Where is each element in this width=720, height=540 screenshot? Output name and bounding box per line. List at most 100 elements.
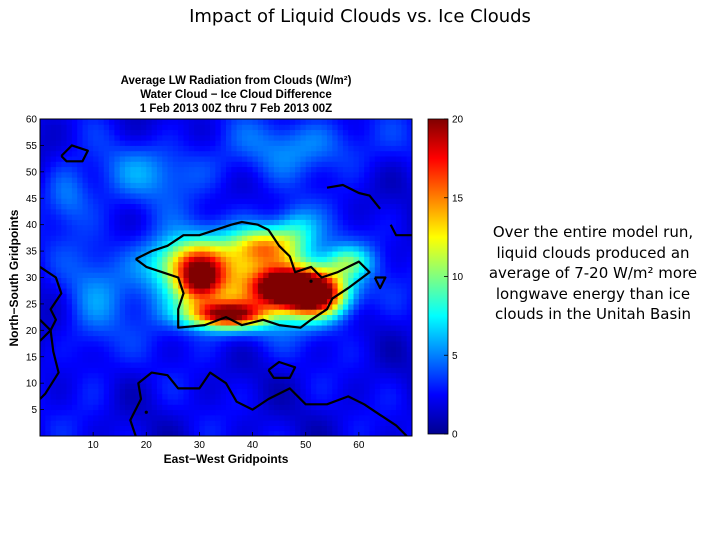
heatmap-cell [390, 425, 397, 432]
heatmap-cell [358, 330, 365, 337]
heatmap-cell [236, 277, 243, 284]
heatmap-cell [385, 325, 392, 331]
heatmap-cell [348, 150, 355, 157]
heatmap-cell [380, 187, 386, 194]
heatmap-cell [332, 351, 339, 358]
heatmap-cell [380, 362, 386, 368]
heatmap-cell [146, 266, 153, 273]
heatmap-cell [204, 330, 211, 337]
heatmap-cell [140, 303, 147, 310]
heatmap-cell [273, 224, 280, 231]
heatmap-cell [326, 319, 333, 326]
heatmap-cell [172, 219, 179, 226]
heatmap-cell [236, 129, 243, 136]
heatmap-cell [295, 266, 301, 273]
heatmap-cell [71, 335, 78, 342]
heatmap-cell [316, 251, 323, 257]
heatmap-cell [183, 214, 190, 220]
heatmap-cell [156, 134, 163, 141]
heatmap-cell [353, 425, 360, 432]
heatmap-cell [98, 404, 105, 411]
heatmap-cell [374, 129, 381, 136]
heatmap-cell [109, 288, 115, 294]
heatmap-cell [82, 362, 89, 368]
heatmap-cell [284, 404, 291, 411]
heatmap-cell [162, 219, 169, 226]
heatmap-cell [358, 351, 365, 358]
heatmap-cell [247, 166, 254, 173]
heatmap-cell [140, 388, 147, 395]
heatmap-cell [55, 145, 62, 152]
heatmap-cell [125, 140, 131, 146]
heatmap-cell [396, 372, 402, 379]
heatmap-cell [263, 203, 270, 210]
heatmap-cell [241, 140, 248, 146]
heatmap-cell [204, 277, 211, 284]
heatmap-cell [396, 319, 402, 326]
heatmap-cell [268, 124, 275, 131]
heatmap-cell [188, 245, 195, 252]
heatmap-cell [82, 399, 89, 405]
heatmap-cell [61, 277, 68, 284]
heatmap-cell [87, 150, 94, 157]
heatmap-cell [109, 282, 115, 289]
heatmap-cell [194, 420, 200, 426]
heatmap-cell [289, 399, 296, 405]
heatmap-cell [390, 388, 397, 395]
heatmap-cell [316, 177, 323, 183]
heatmap-cell [226, 298, 232, 305]
heatmap-cell [61, 377, 68, 384]
heatmap-cell [406, 430, 412, 436]
heatmap-cell [263, 383, 270, 389]
heatmap-cell [342, 340, 349, 347]
heatmap-cell [172, 362, 179, 368]
heatmap-cell [231, 314, 238, 321]
heatmap-cell [273, 430, 280, 436]
heatmap-cell [231, 145, 238, 152]
heatmap-cell [374, 325, 381, 331]
heatmap-cell [40, 192, 46, 199]
heatmap-cell [348, 377, 355, 384]
heatmap-cell [252, 177, 259, 183]
heatmap-cell [289, 235, 296, 242]
heatmap-cell [300, 272, 307, 278]
heatmap-cell [151, 356, 158, 363]
heatmap-cell [236, 208, 243, 215]
heatmap-cell [61, 319, 68, 326]
heatmap-cell [305, 303, 312, 310]
y-tick-label: 55 [26, 141, 38, 152]
heatmap-cell [98, 235, 105, 242]
heatmap-cell [268, 214, 275, 220]
heatmap-cell [257, 208, 264, 215]
heatmap-cell [380, 192, 386, 199]
heatmap-cell [279, 409, 285, 416]
heatmap-cell [188, 182, 195, 189]
heatmap-cell [215, 362, 222, 368]
heatmap-cell [71, 293, 78, 300]
heatmap-cell [50, 129, 57, 136]
heatmap-cell [236, 388, 243, 395]
heatmap-cell [364, 245, 370, 252]
heatmap-cell [273, 150, 280, 157]
heatmap-cell [406, 245, 412, 252]
heatmap-cell [162, 229, 169, 236]
heatmap-cell [103, 340, 110, 347]
heatmap-cell [109, 388, 115, 395]
heatmap-cell [385, 187, 392, 194]
heatmap-cell [263, 219, 270, 226]
heatmap-cell [311, 399, 317, 405]
heatmap-cell [369, 240, 376, 247]
heatmap-cell [61, 388, 68, 395]
heatmap-cell [252, 155, 259, 162]
heatmap-cell [353, 266, 360, 273]
heatmap-cell [204, 266, 211, 273]
heatmap-cell [130, 277, 137, 284]
heatmap-cell [247, 198, 254, 205]
heatmap-cell [172, 134, 179, 141]
heatmap-cell [321, 203, 328, 210]
heatmap-cell [321, 192, 328, 199]
heatmap-cell [156, 192, 163, 199]
heatmap-cell [337, 161, 344, 168]
heatmap-cell [289, 171, 296, 178]
heatmap-cell [284, 171, 291, 178]
